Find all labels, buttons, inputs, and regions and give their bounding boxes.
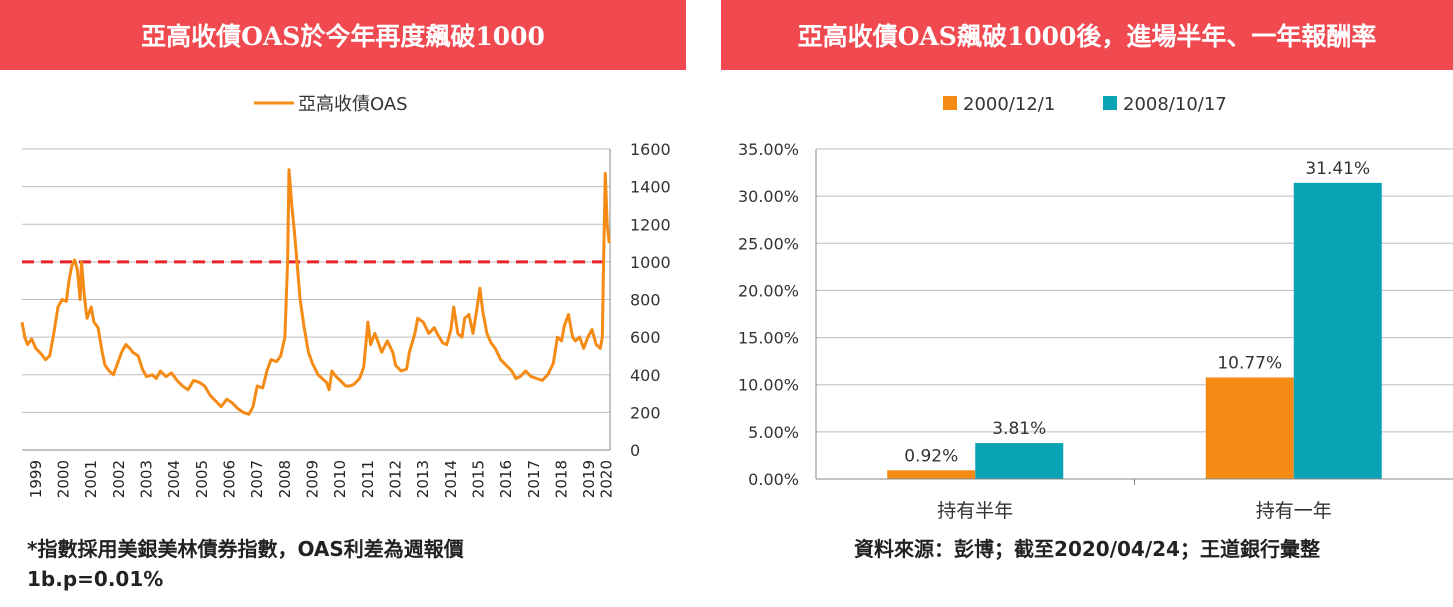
data-label-2008/10/17-持有一年: 31.41%: [1305, 159, 1370, 179]
y-tick-20.00%: 20.00%: [738, 281, 799, 300]
y-tick-800: 800: [630, 291, 661, 310]
right-title: 亞高收債OAS飆破1000後，進場半年、一年報酬率: [721, 0, 1453, 70]
x-tick-2012: 2012: [387, 460, 405, 498]
x-tick-labels: 1999 2000 2001 2002 2003 2004 2005 2006 2007 2008…: [27, 460, 616, 498]
x-tick-2010: 2010: [331, 460, 349, 498]
y-tick-600: 600: [630, 328, 661, 347]
return-bar-chart: 0.00% 5.00% 10.00% 15.00% 20.00% 25.00% 30.00%…: [738, 94, 1453, 522]
category-label-持有半年: 持有半年: [937, 500, 1013, 522]
series-oas: [20, 168, 611, 416]
data-label-2000/12/1-持有半年: 0.92%: [904, 446, 958, 466]
footnote-line-1: *指數採用美銀美林債券指數，OAS利差為週報價: [27, 537, 464, 561]
data-labels: 0.92% 3.81% 10.77% 31.41%: [904, 159, 1370, 466]
bar-2008/10/17-持有半年: [975, 443, 1064, 479]
y-tick-1600: 1600: [630, 140, 671, 159]
data-label-2008/10/17-持有半年: 3.81%: [992, 419, 1046, 439]
x-tick-2020: 2020: [597, 460, 615, 498]
left-panel: 亞高收債OAS於今年再度飆破1000 0 200 400 600 800 1000 1200…: [0, 0, 686, 607]
x-tick-2015: 2015: [470, 460, 488, 498]
legend-label-2000/12/1: 2000/12/1: [963, 94, 1055, 115]
x-tick-2008: 2008: [276, 460, 294, 498]
source-note: 資料來源：彭博；截至2020/04/24；王道銀行彙整: [854, 537, 1320, 561]
x-tick-2002: 2002: [110, 460, 128, 498]
category-labels: 持有半年 持有一年: [937, 479, 1332, 522]
x-tick-2004: 2004: [165, 460, 183, 498]
left-title: 亞高收債OAS於今年再度飆破1000: [0, 0, 686, 70]
bar-2000/12/1-持有一年: [1205, 377, 1294, 479]
y-tick-10.00%: 10.00%: [738, 376, 799, 395]
y-tick-1000: 1000: [630, 253, 671, 272]
x-tick-1999: 1999: [27, 460, 45, 498]
x-tick-2017: 2017: [525, 460, 543, 498]
category-label-持有一年: 持有一年: [1256, 500, 1332, 522]
x-tick-2001: 2001: [82, 460, 100, 498]
right-panel: 亞高收債OAS飆破1000後，進場半年、一年報酬率 0.00% 5.00% 10.0…: [721, 0, 1453, 607]
legend-swatch-2008/10/17: [1103, 96, 1117, 110]
x-tick-2016: 2016: [497, 460, 515, 498]
y-tick-25.00%: 25.00%: [738, 234, 799, 253]
data-label-2000/12/1-持有一年: 10.77%: [1217, 353, 1282, 373]
y-tick-1200: 1200: [630, 215, 671, 234]
y-tick-30.00%: 30.00%: [738, 187, 799, 206]
legend-label-2008/10/17: 2008/10/17: [1123, 94, 1227, 115]
x-tick-2014: 2014: [442, 460, 460, 498]
bars: [887, 182, 1382, 479]
x-tick-2005: 2005: [193, 460, 211, 498]
y-tick-0: 0: [630, 441, 640, 460]
x-tick-2011: 2011: [359, 460, 377, 498]
x-tick-2019: 2019: [580, 460, 598, 498]
x-tick-2006: 2006: [221, 460, 239, 498]
x-tick-2003: 2003: [138, 460, 156, 498]
x-tick-2009: 2009: [304, 460, 322, 498]
legend-label-oas: 亞高收債OAS: [298, 94, 408, 115]
legend: 2000/12/1 2008/10/17: [943, 94, 1227, 115]
legend: 亞高收債OAS: [254, 94, 408, 115]
y-tick-0.00%: 0.00%: [748, 470, 799, 489]
x-tick-2007: 2007: [248, 460, 266, 498]
x-tick-2018: 2018: [553, 460, 571, 498]
legend-swatch-2000/12/1: [943, 96, 957, 110]
x-tick-2000: 2000: [55, 460, 73, 498]
footnote: *指數採用美銀美林債券指數，OAS利差為週報價 1b.p=0.01%: [27, 534, 464, 594]
y-tick-5.00%: 5.00%: [748, 423, 799, 442]
footnote-line-2: 1b.p=0.01%: [27, 567, 164, 591]
y-tick-35.00%: 35.00%: [738, 140, 799, 159]
bar-2008/10/17-持有一年: [1293, 182, 1382, 479]
bar-2000/12/1-持有半年: [887, 470, 976, 479]
y-tick-400: 400: [630, 366, 661, 385]
y-tick-200: 200: [630, 403, 661, 422]
y-tick-15.00%: 15.00%: [738, 329, 799, 348]
oas-line-chart: 0 200 400 600 800 1000 1200 1400 1600 1999 2000 20…: [20, 94, 671, 498]
x-tick-2013: 2013: [414, 460, 432, 498]
y-tick-1400: 1400: [630, 178, 671, 197]
y-tick-labels: 0 200 400 600 800 1000 1200 1400 1600: [630, 140, 671, 460]
line-series-oas: [20, 168, 611, 416]
y-tick-labels: 0.00% 5.00% 10.00% 15.00% 20.00% 25.00% 30.00%…: [738, 140, 799, 489]
